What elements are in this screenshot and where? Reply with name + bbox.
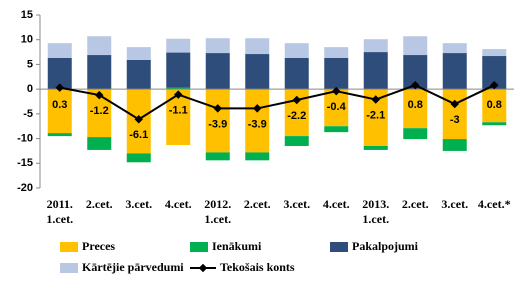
x-tick-label: 4.cet. — [323, 197, 350, 211]
legend-label: Preces — [82, 239, 115, 253]
line-marker — [55, 83, 64, 92]
data-label: -0.4 — [327, 101, 347, 113]
y-tick-label: -10 — [17, 132, 33, 144]
bar-segment — [324, 126, 349, 133]
bar-segment — [482, 89, 507, 123]
x-tick-label: 1.cet. — [362, 212, 389, 226]
bar-segment — [126, 47, 151, 60]
bar-segment — [166, 38, 191, 53]
bar-segment — [205, 152, 230, 161]
x-tick-label: 4.cet.* — [478, 197, 511, 211]
bar-segment — [126, 153, 151, 163]
line-marker — [332, 86, 341, 96]
x-tick-label: 3.cet. — [125, 197, 152, 211]
y-tick-label: -5 — [23, 108, 33, 120]
x-tick-label: 2.cet. — [402, 197, 429, 211]
bar-segment — [324, 47, 349, 59]
bar-segment — [403, 36, 428, 56]
legend-label: Tekošais konts — [220, 260, 295, 274]
bar-segment — [284, 43, 309, 59]
bar-segment — [47, 133, 72, 137]
data-label: 0.8 — [408, 99, 423, 111]
data-label: -1.1 — [169, 104, 188, 116]
bar-segment — [442, 53, 467, 90]
legend-label: Ienākumi — [212, 239, 262, 253]
line-marker — [411, 80, 420, 90]
x-tick-label: 3.cet. — [283, 197, 310, 211]
data-label: -3 — [450, 114, 460, 126]
x-tick-label: 1.cet. — [204, 212, 231, 226]
y-tick-label: -20 — [17, 182, 33, 194]
line-marker — [174, 90, 183, 99]
bar-segment — [482, 49, 507, 57]
y-tick-label: 5 — [27, 58, 33, 70]
line-marker — [450, 99, 459, 109]
bar-segment — [126, 59, 151, 90]
x-tick-label: 2.cet. — [244, 197, 271, 211]
legend-swatch — [190, 242, 208, 252]
bar-segment — [403, 89, 428, 129]
line-marker — [292, 95, 301, 105]
legend-label: Pakalpojumi — [352, 239, 419, 253]
bar-segment — [442, 139, 467, 151]
line-marker — [134, 115, 143, 124]
bar-segment — [324, 58, 349, 90]
bar-segment — [87, 137, 112, 150]
data-label: -2.1 — [366, 109, 385, 121]
x-tick-label: 2012. — [204, 197, 231, 211]
bar-segment — [363, 52, 388, 90]
legend-swatch — [60, 242, 78, 252]
bar-segment — [205, 89, 230, 153]
line — [59, 84, 495, 121]
bar-segment — [87, 55, 112, 90]
bar-segment — [245, 152, 270, 161]
x-tick-label: 2.cet. — [86, 197, 113, 211]
bar-segment — [245, 89, 270, 153]
bar-segment — [166, 87, 191, 90]
bar-segment — [47, 43, 72, 59]
x-tick-label: 1.cet. — [46, 212, 73, 226]
line-marker — [253, 104, 262, 113]
y-tick-label: 0 — [27, 83, 33, 95]
line-marker — [213, 104, 222, 113]
x-tick-label: 2013. — [362, 197, 389, 211]
bar-segment — [363, 145, 388, 150]
data-label: -3.9 — [208, 118, 227, 130]
legend-swatch — [330, 242, 348, 252]
bar-segment — [245, 54, 270, 90]
bar-segment — [166, 52, 191, 88]
bar-segment — [205, 38, 230, 54]
data-label: -3.9 — [248, 118, 267, 130]
legend-marker — [198, 263, 208, 273]
bar-segment — [442, 43, 467, 54]
bar-segment — [205, 53, 230, 90]
line-marker — [371, 95, 380, 104]
legend-label: Kārtējie pārvedumi — [82, 260, 184, 274]
y-tick-label: 10 — [21, 34, 33, 46]
bar-segment — [245, 38, 270, 55]
bar-segment — [442, 89, 467, 140]
x-tick-label: 4.cet. — [165, 197, 192, 211]
bar-segment — [284, 136, 309, 146]
line-marker — [490, 80, 499, 90]
bar-segment — [403, 128, 428, 140]
bar-segment — [87, 36, 112, 56]
y-tick-label: 15 — [21, 9, 33, 21]
x-tick-label: 3.cet. — [441, 197, 468, 211]
line-marker — [95, 90, 104, 100]
legend-swatch — [60, 263, 78, 273]
data-label: 0.3 — [52, 99, 67, 111]
data-label: 0.8 — [487, 99, 502, 111]
bar-segment — [363, 39, 388, 53]
x-tick-label: 2011. — [47, 197, 73, 211]
y-tick-label: -15 — [17, 157, 33, 169]
bar-segment — [284, 58, 309, 90]
data-label: -1.2 — [90, 105, 109, 117]
bar-segment — [482, 122, 507, 126]
bar-segment — [47, 89, 72, 134]
data-label: -2.2 — [287, 110, 306, 122]
data-label: -6.1 — [129, 129, 148, 141]
